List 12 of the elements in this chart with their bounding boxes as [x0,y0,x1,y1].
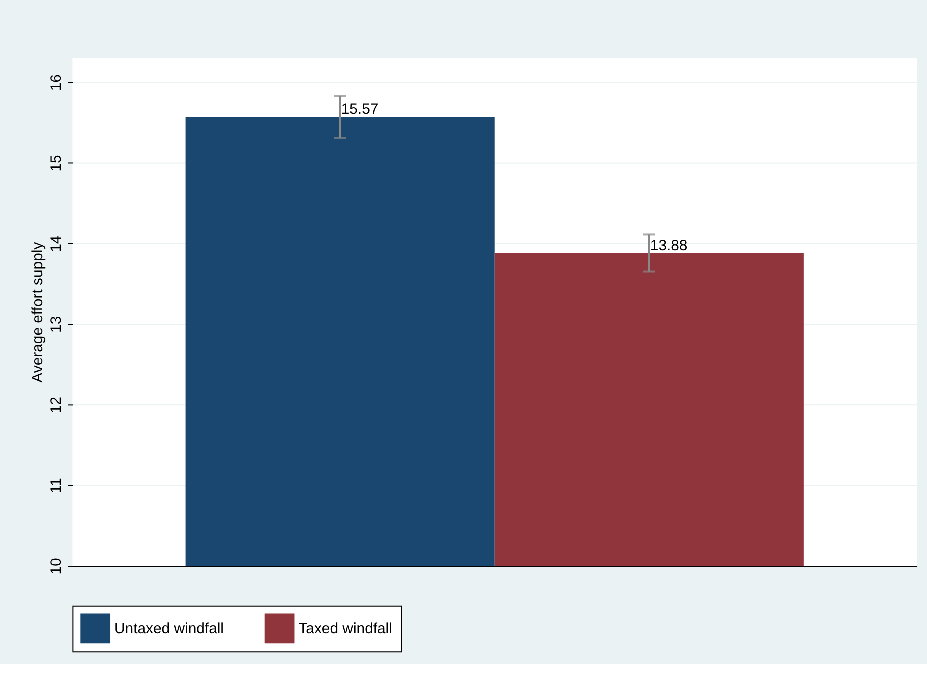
y-tick-label: 14 [48,236,66,252]
y-tick-label: 16 [48,74,66,92]
y-axis-title: Average effort supply [29,242,46,383]
legend-label: Untaxed windfall [114,620,224,638]
y-tick-label: 10 [48,558,66,575]
y-tick-label: 12 [48,396,66,414]
data-label: 15.57 [341,101,379,118]
legend-label: Taxed windfall [298,620,392,638]
y-tick-label: 11 [48,478,66,494]
data-label: 13.88 [650,237,688,254]
y-tick-label: 13 [48,316,66,333]
y-tick-label: 15 [48,155,66,172]
